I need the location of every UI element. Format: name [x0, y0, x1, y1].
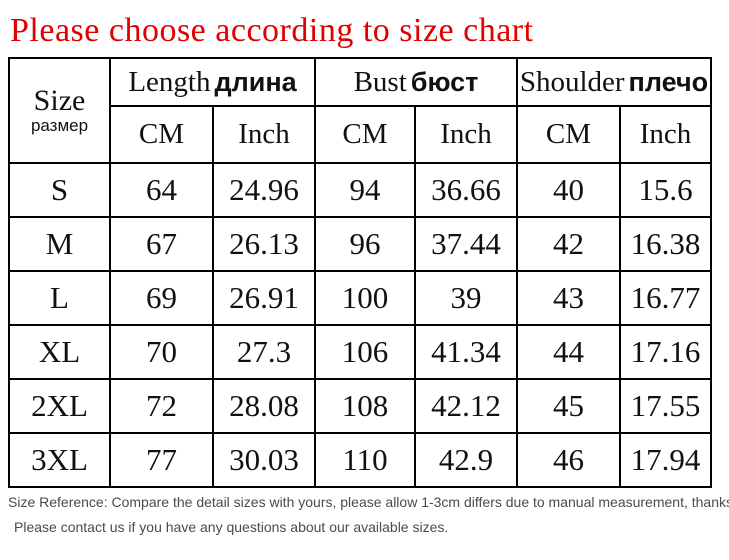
length-inch-cell: 24.96	[212, 162, 316, 218]
shoulder-cm-cell: 45	[516, 378, 621, 434]
unit-shoulder-inch: Inch	[619, 105, 712, 164]
header-bust-label-en: Bust	[353, 65, 407, 98]
table-row-2xl: 2XL 72 28.08 108 42.12 45 17.55	[8, 378, 712, 434]
bust-inch-cell: 42.12	[414, 378, 518, 434]
shoulder-cm-cell: 43	[516, 270, 621, 326]
bust-cm-cell: 106	[314, 324, 416, 380]
length-inch-cell: 26.13	[212, 216, 316, 272]
header-size-label-ru: размер	[30, 115, 89, 135]
table-row-m: M 67 26.13 96 37.44 42 16.38	[8, 216, 712, 272]
size-reference-note: Size Reference: Compare the detail sizes…	[8, 494, 729, 510]
size-cell: 3XL	[8, 432, 111, 488]
shoulder-cm-cell: 42	[516, 216, 621, 272]
bust-inch-cell: 41.34	[414, 324, 518, 380]
header-shoulder-cell: Shoulder плечо	[516, 57, 712, 107]
bust-inch-cell: 37.44	[414, 216, 518, 272]
footer-notes: Size Reference: Compare the detail sizes…	[0, 494, 729, 535]
size-cell: XL	[8, 324, 111, 380]
unit-bust-cm: CM	[314, 105, 416, 164]
unit-shoulder-cm: CM	[516, 105, 621, 164]
bust-cm-cell: 108	[314, 378, 416, 434]
header-size-label-en: Size	[33, 83, 86, 117]
header-length-cell: Length длина	[109, 57, 316, 107]
size-cell: M	[8, 216, 111, 272]
length-cm-cell: 67	[109, 216, 214, 272]
unit-bust-inch: Inch	[414, 105, 518, 164]
header-shoulder-label-en: Shoulder	[519, 65, 625, 98]
header-length-label-ru: длина	[214, 66, 297, 97]
header-length-label-en: Length	[128, 65, 211, 98]
size-chart-table: Size размер Length длина Bust бюст Shoul…	[8, 57, 712, 488]
size-cell: S	[8, 162, 111, 218]
shoulder-cm-cell: 46	[516, 432, 621, 488]
size-cell: 2XL	[8, 378, 111, 434]
length-inch-cell: 28.08	[212, 378, 316, 434]
table-row-l: L 69 26.91 100 39 43 16.77	[8, 270, 712, 326]
table-row-xl: XL 70 27.3 106 41.34 44 17.16	[8, 324, 712, 380]
bust-inch-cell: 36.66	[414, 162, 518, 218]
shoulder-inch-cell: 17.94	[619, 432, 712, 488]
header-shoulder-label-ru: плечо	[628, 66, 709, 97]
length-cm-cell: 72	[109, 378, 214, 434]
bust-cm-cell: 96	[314, 216, 416, 272]
size-chart-body: S 64 24.96 94 36.66 40 15.6 M 67 26.13 9…	[8, 162, 712, 488]
length-inch-cell: 30.03	[212, 432, 316, 488]
bust-inch-cell: 39	[414, 270, 518, 326]
shoulder-inch-cell: 16.77	[619, 270, 712, 326]
table-row-3xl: 3XL 77 30.03 110 42.9 46 17.94	[8, 432, 712, 488]
bust-inch-cell: 42.9	[414, 432, 518, 488]
length-cm-cell: 64	[109, 162, 214, 218]
page-title: Please choose according to size chart	[10, 12, 534, 49]
header-bust-cell: Bust бюст	[314, 57, 518, 107]
bust-cm-cell: 110	[314, 432, 416, 488]
length-inch-cell: 26.91	[212, 270, 316, 326]
header-size-cell: Size размер	[8, 57, 111, 164]
shoulder-inch-cell: 15.6	[619, 162, 712, 218]
shoulder-inch-cell: 17.16	[619, 324, 712, 380]
unit-length-inch: Inch	[212, 105, 316, 164]
shoulder-inch-cell: 17.55	[619, 378, 712, 434]
header-unit-row: CM Inch CM Inch CM Inch	[9, 105, 712, 164]
header-bust-label-ru: бюст	[410, 66, 479, 97]
size-chart-header: Size размер Length длина Bust бюст Shoul…	[8, 57, 712, 164]
length-cm-cell: 70	[109, 324, 214, 380]
header-group-row: Size размер Length длина Bust бюст Shoul…	[8, 57, 712, 164]
size-cell: L	[8, 270, 111, 326]
bust-cm-cell: 100	[314, 270, 416, 326]
bust-cm-cell: 94	[314, 162, 416, 218]
table-row-s: S 64 24.96 94 36.66 40 15.6	[8, 162, 712, 218]
contact-note: Please contact us if you have any questi…	[14, 519, 449, 535]
length-cm-cell: 77	[109, 432, 214, 488]
length-inch-cell: 27.3	[212, 324, 316, 380]
unit-length-cm: CM	[109, 105, 214, 164]
shoulder-cm-cell: 44	[516, 324, 621, 380]
length-cm-cell: 69	[109, 270, 214, 326]
shoulder-inch-cell: 16.38	[619, 216, 712, 272]
shoulder-cm-cell: 40	[516, 162, 621, 218]
